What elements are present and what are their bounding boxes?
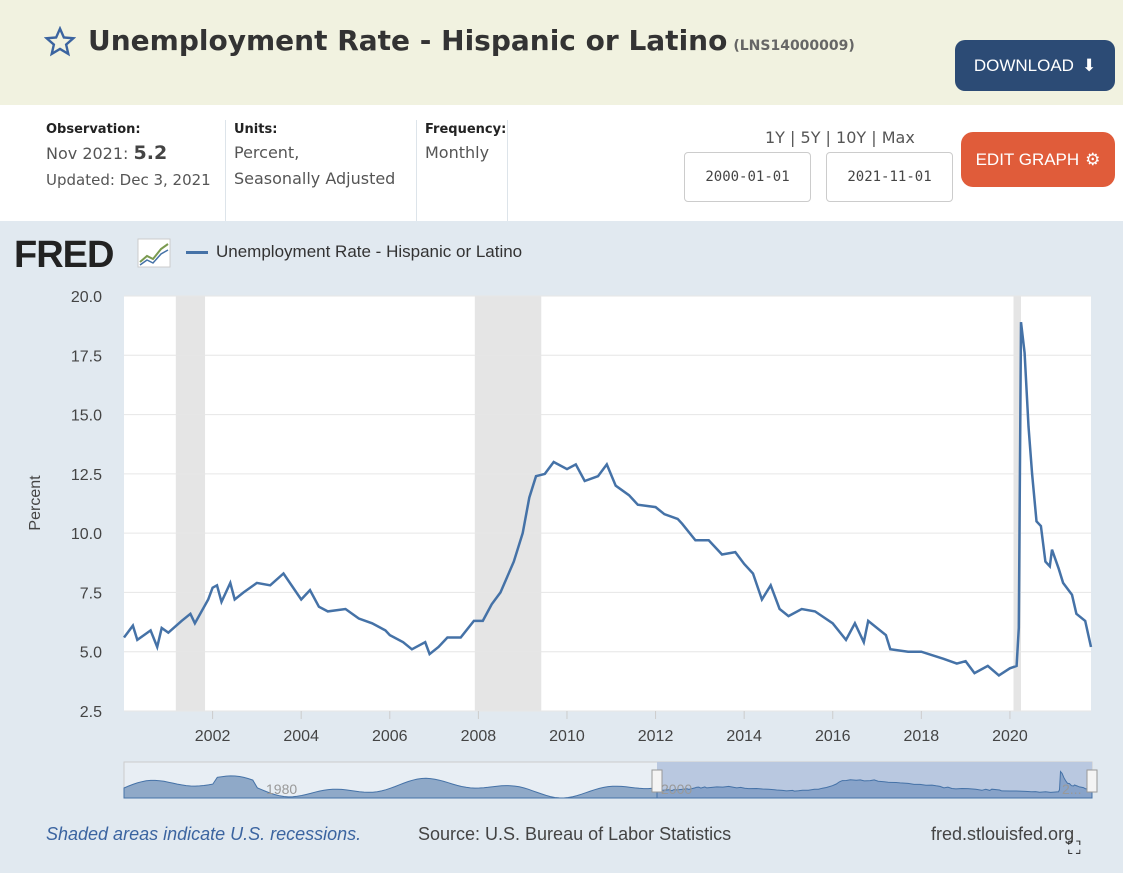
- observation: Observation: Nov 2021: 5.2 Updated: Dec …: [46, 120, 211, 220]
- navigator-history-area: [123, 775, 658, 799]
- y-tick-label: 15.0: [71, 408, 102, 425]
- series-line: [122, 321, 1093, 677]
- edit-graph-button[interactable]: EDIT GRAPH ⚙: [961, 132, 1115, 187]
- recession-note: Shaded areas indicate U.S. recessions.: [46, 824, 362, 844]
- x-tick-label: 2010: [549, 728, 585, 745]
- observation-value: 5.2: [133, 142, 168, 164]
- legend: Unemployment Rate - Hispanic or Latino: [186, 242, 522, 262]
- series-id: (LNS14000009): [733, 38, 855, 54]
- navigator-handle[interactable]: [1086, 769, 1098, 793]
- recession-band: [1013, 296, 1022, 711]
- navigator-selected-area: [656, 770, 1093, 799]
- x-tick-label: 2008: [461, 728, 497, 745]
- fred-logo[interactable]: FRED: [14, 234, 114, 276]
- gear-icon: ⚙: [1085, 149, 1101, 169]
- recession-band: [175, 296, 206, 711]
- y-tick-label: 17.5: [71, 348, 102, 365]
- x-tick-label: 2018: [904, 728, 940, 745]
- star-icon[interactable]: [44, 26, 76, 58]
- end-date-input[interactable]: 2021-11-01: [826, 152, 953, 202]
- navigator-handle[interactable]: [651, 769, 663, 793]
- y-tick-label: 10.0: [71, 526, 102, 543]
- source: Source: U.S. Bureau of Labor Statistics: [418, 824, 732, 844]
- site-link[interactable]: fred.stlouisfed.org: [931, 824, 1075, 844]
- chart-logo-icon: [137, 238, 171, 268]
- download-icon: ⬇: [1081, 55, 1097, 75]
- header: Unemployment Rate - Hispanic or Latino (L…: [0, 0, 1123, 105]
- x-tick-label: 2016: [815, 728, 851, 745]
- y-tick-label: 20.0: [71, 289, 102, 306]
- x-tick-label: 2012: [638, 728, 674, 745]
- x-tick-label: 2004: [283, 728, 319, 745]
- frequency: Frequency: Monthly: [425, 122, 507, 162]
- range-links[interactable]: 1Y | 5Y | 10Y | Max: [765, 128, 915, 147]
- x-tick-label: 2014: [726, 728, 762, 745]
- y-tick-label: 12.5: [71, 467, 102, 484]
- plot-area: [124, 296, 1091, 711]
- y-axis-label: Percent: [27, 475, 44, 531]
- x-tick-label: 2020: [992, 728, 1028, 745]
- navigator-label: 1980: [266, 781, 297, 797]
- units: Units: Percent, Seasonally Adjusted: [234, 122, 396, 188]
- y-tick-label: 5.0: [80, 645, 102, 662]
- fullscreen-icon[interactable]: ⛶: [1068, 838, 1081, 859]
- y-tick-label: 7.5: [80, 585, 102, 602]
- download-button[interactable]: DOWNLOAD ⬇: [955, 40, 1115, 91]
- navigator-label: 2000: [661, 781, 692, 797]
- x-tick-label: 2006: [372, 728, 408, 745]
- y-tick-label: 2.5: [80, 704, 102, 721]
- x-tick-label: 2002: [195, 728, 231, 745]
- navigator-label: 2...: [1062, 781, 1081, 797]
- page-title: Unemployment Rate - Hispanic or Latino (L…: [88, 24, 855, 57]
- start-date-input[interactable]: 2000-01-01: [684, 152, 811, 202]
- updated: Updated: Dec 3, 2021: [46, 171, 211, 189]
- legend-line: [186, 250, 208, 254]
- recession-band: [474, 296, 542, 711]
